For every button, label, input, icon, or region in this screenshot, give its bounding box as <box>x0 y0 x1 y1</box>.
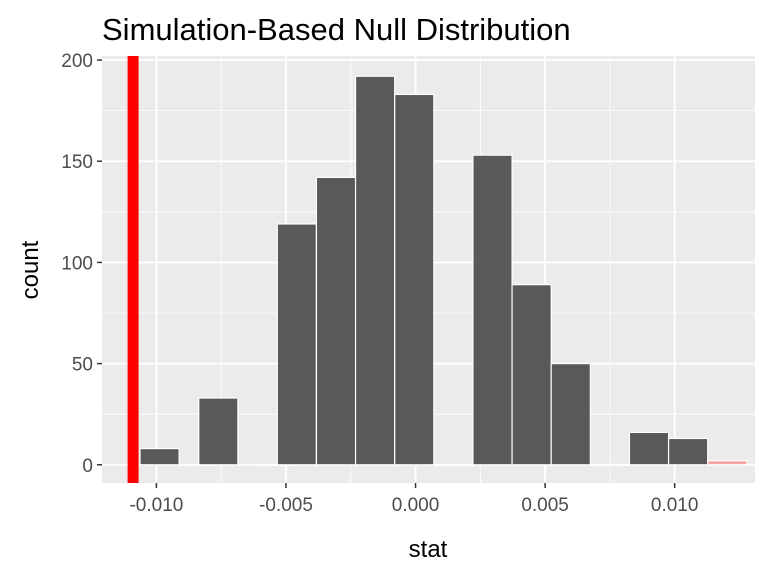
x-tick-label: 0.000 <box>392 495 440 516</box>
x-tick-label: -0.010 <box>129 495 183 516</box>
histogram-bar <box>550 363 591 466</box>
histogram-bar <box>511 284 552 466</box>
axes: -0.010 -0.005 0.000 0.005 0.010 0 50 100 150 200 <box>61 51 698 516</box>
y-tick-label: 100 <box>61 253 93 274</box>
histogram-bar <box>433 464 474 466</box>
histogram-bar <box>139 447 180 466</box>
y-tick-label: 150 <box>61 152 93 173</box>
histogram-bar <box>589 464 631 466</box>
histogram-bar <box>315 176 357 466</box>
y-tick-label: 50 <box>72 355 93 376</box>
x-tick-label: 0.005 <box>521 495 569 516</box>
histogram-bar <box>707 460 748 466</box>
histogram-bar <box>628 431 670 466</box>
x-tick-label: 0.010 <box>651 495 699 516</box>
histogram-bar <box>198 397 239 466</box>
histogram-bar <box>472 154 513 466</box>
histogram-bar <box>354 75 396 466</box>
x-tick-label: -0.005 <box>259 495 313 516</box>
histogram-bar <box>667 437 709 466</box>
y-tick-label: 0 <box>82 456 93 477</box>
chart-title: Simulation-Based Null Distribution <box>102 12 571 47</box>
y-axis-title: count <box>17 240 44 299</box>
histogram-bar <box>276 223 318 466</box>
x-axis-title: stat <box>409 536 448 563</box>
histogram-bar <box>394 93 435 466</box>
y-tick-label: 200 <box>61 51 93 72</box>
histogram-bars <box>139 75 748 466</box>
